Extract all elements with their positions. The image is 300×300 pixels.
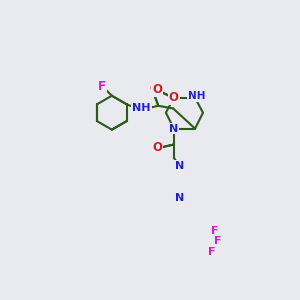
Text: N: N — [175, 193, 184, 202]
Text: F: F — [212, 226, 219, 236]
Text: F: F — [98, 80, 106, 93]
Text: N: N — [175, 161, 184, 171]
Text: F: F — [214, 236, 222, 246]
Text: O: O — [169, 92, 179, 104]
Text: O: O — [152, 83, 162, 96]
Text: O: O — [152, 141, 162, 154]
Text: NH: NH — [188, 91, 206, 101]
Text: F: F — [208, 247, 215, 257]
Text: N: N — [169, 124, 178, 134]
Text: O: O — [149, 82, 159, 95]
Text: NH: NH — [132, 103, 151, 113]
